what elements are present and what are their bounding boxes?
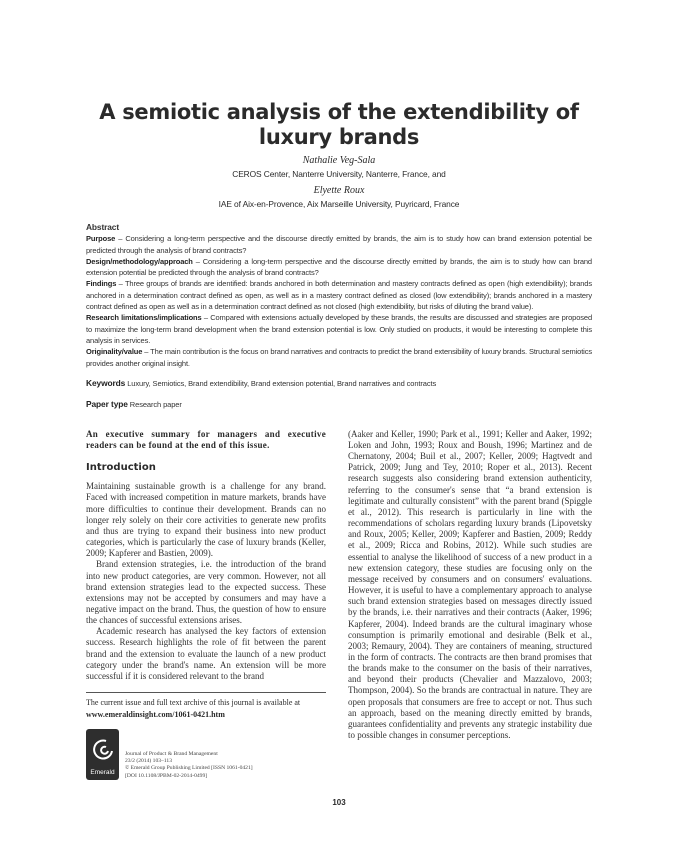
- paragraph: (Aaker and Keller, 1990; Park et al., 19…: [348, 428, 592, 741]
- emerald-logo: Emerald: [86, 729, 119, 781]
- section-text: – Considering a long-term perspective an…: [86, 256, 592, 278]
- section-heading-introduction: Introduction: [86, 462, 156, 474]
- archive-note: The current issue and full text archive …: [86, 698, 301, 708]
- keywords: Keywords Luxury, Semiotics, Brand extend…: [86, 377, 592, 390]
- section-label: Research limitations/implications: [86, 313, 202, 323]
- journal-name: Journal of Product & Brand Management: [125, 750, 218, 757]
- paper-type-label: Paper type: [86, 398, 128, 409]
- author-name: Elyette Roux: [313, 185, 365, 196]
- body-columns: An executive summary for managers and ex…: [86, 428, 592, 781]
- section-label: Originality/value: [86, 347, 143, 357]
- abstract-purpose: Purpose – Considering a long-term perspe…: [86, 233, 592, 256]
- abstract-heading: Abstract: [86, 222, 120, 232]
- paragraph: Brand extension strategies, i.e. the int…: [86, 559, 326, 626]
- footnote-divider: [86, 692, 326, 694]
- author-affiliation: IAE of Aix-en-Provence, Aix Marseille Un…: [218, 199, 460, 209]
- page-number: 103: [332, 798, 346, 808]
- section-text: – Considering a long-term perspective an…: [86, 234, 592, 255]
- section-text: – The main contribution is the focus on …: [86, 347, 592, 368]
- section-text: – Three groups of brands are identified:…: [86, 279, 592, 312]
- journal-info: Journal of Product & Brand Management 23…: [125, 751, 253, 780]
- paper-type-text: Research paper: [127, 399, 182, 409]
- abstract-limitations: Research limitations/implications – Comp…: [86, 312, 592, 346]
- journal-volume: 23/2 (2014) 103–113: [125, 758, 173, 765]
- section-label: Findings: [86, 279, 117, 289]
- keywords-label: Keywords: [86, 377, 126, 388]
- journal-doi: [DOI 10.1108/JPBM-02-2014-0499]: [125, 772, 208, 779]
- publisher-info: Emerald Journal of Product & Brand Manag…: [86, 729, 326, 781]
- author-affiliation: CEROS Center, Nanterre University, Nante…: [232, 169, 446, 179]
- abstract-design: Design/methodology/approach – Considerin…: [86, 256, 592, 279]
- paragraph: Maintaining sustainable growth is a chal…: [86, 481, 326, 559]
- journal-copyright: © Emerald Group Publishing Limited [ISSN…: [125, 765, 253, 772]
- left-column: An executive summary for managers and ex…: [86, 428, 326, 781]
- abstract-originality: Originality/value – The main contributio…: [86, 346, 592, 369]
- section-label: Design/methodology/approach: [86, 256, 193, 266]
- footnote: The current issue and full text archive …: [86, 697, 326, 721]
- emerald-logo-icon: Emerald: [90, 739, 115, 776]
- section-text: – Compared with extensions actually deve…: [86, 313, 592, 345]
- executive-summary-note: An executive summary for managers and ex…: [86, 428, 326, 451]
- abstract-findings: Findings – Three groups of brands are id…: [86, 278, 592, 312]
- author-name: Nathalie Veg-Sala: [302, 155, 376, 166]
- paragraph: Academic research has analysed the key f…: [86, 626, 326, 681]
- right-column: (Aaker and Keller, 1990; Park et al., 19…: [348, 429, 592, 780]
- section-label: Purpose: [86, 234, 116, 244]
- left-column-text: Maintaining sustainable growth is a chal…: [86, 481, 326, 682]
- article-title: A semiotic analysis of the extendibility…: [99, 100, 579, 149]
- paper-type: Paper type Research paper: [86, 398, 592, 411]
- keywords-text: Luxury, Semiotics, Brand extendibility, …: [125, 378, 437, 388]
- abstract: Abstract Purpose – Considering a long-te…: [86, 222, 592, 369]
- archive-url-link[interactable]: www.emeraldinsight.com/1061-0421.htm: [86, 710, 225, 720]
- page: A semiotic analysis of the extendibility…: [86, 100, 592, 808]
- logo-text: Emerald: [90, 769, 115, 776]
